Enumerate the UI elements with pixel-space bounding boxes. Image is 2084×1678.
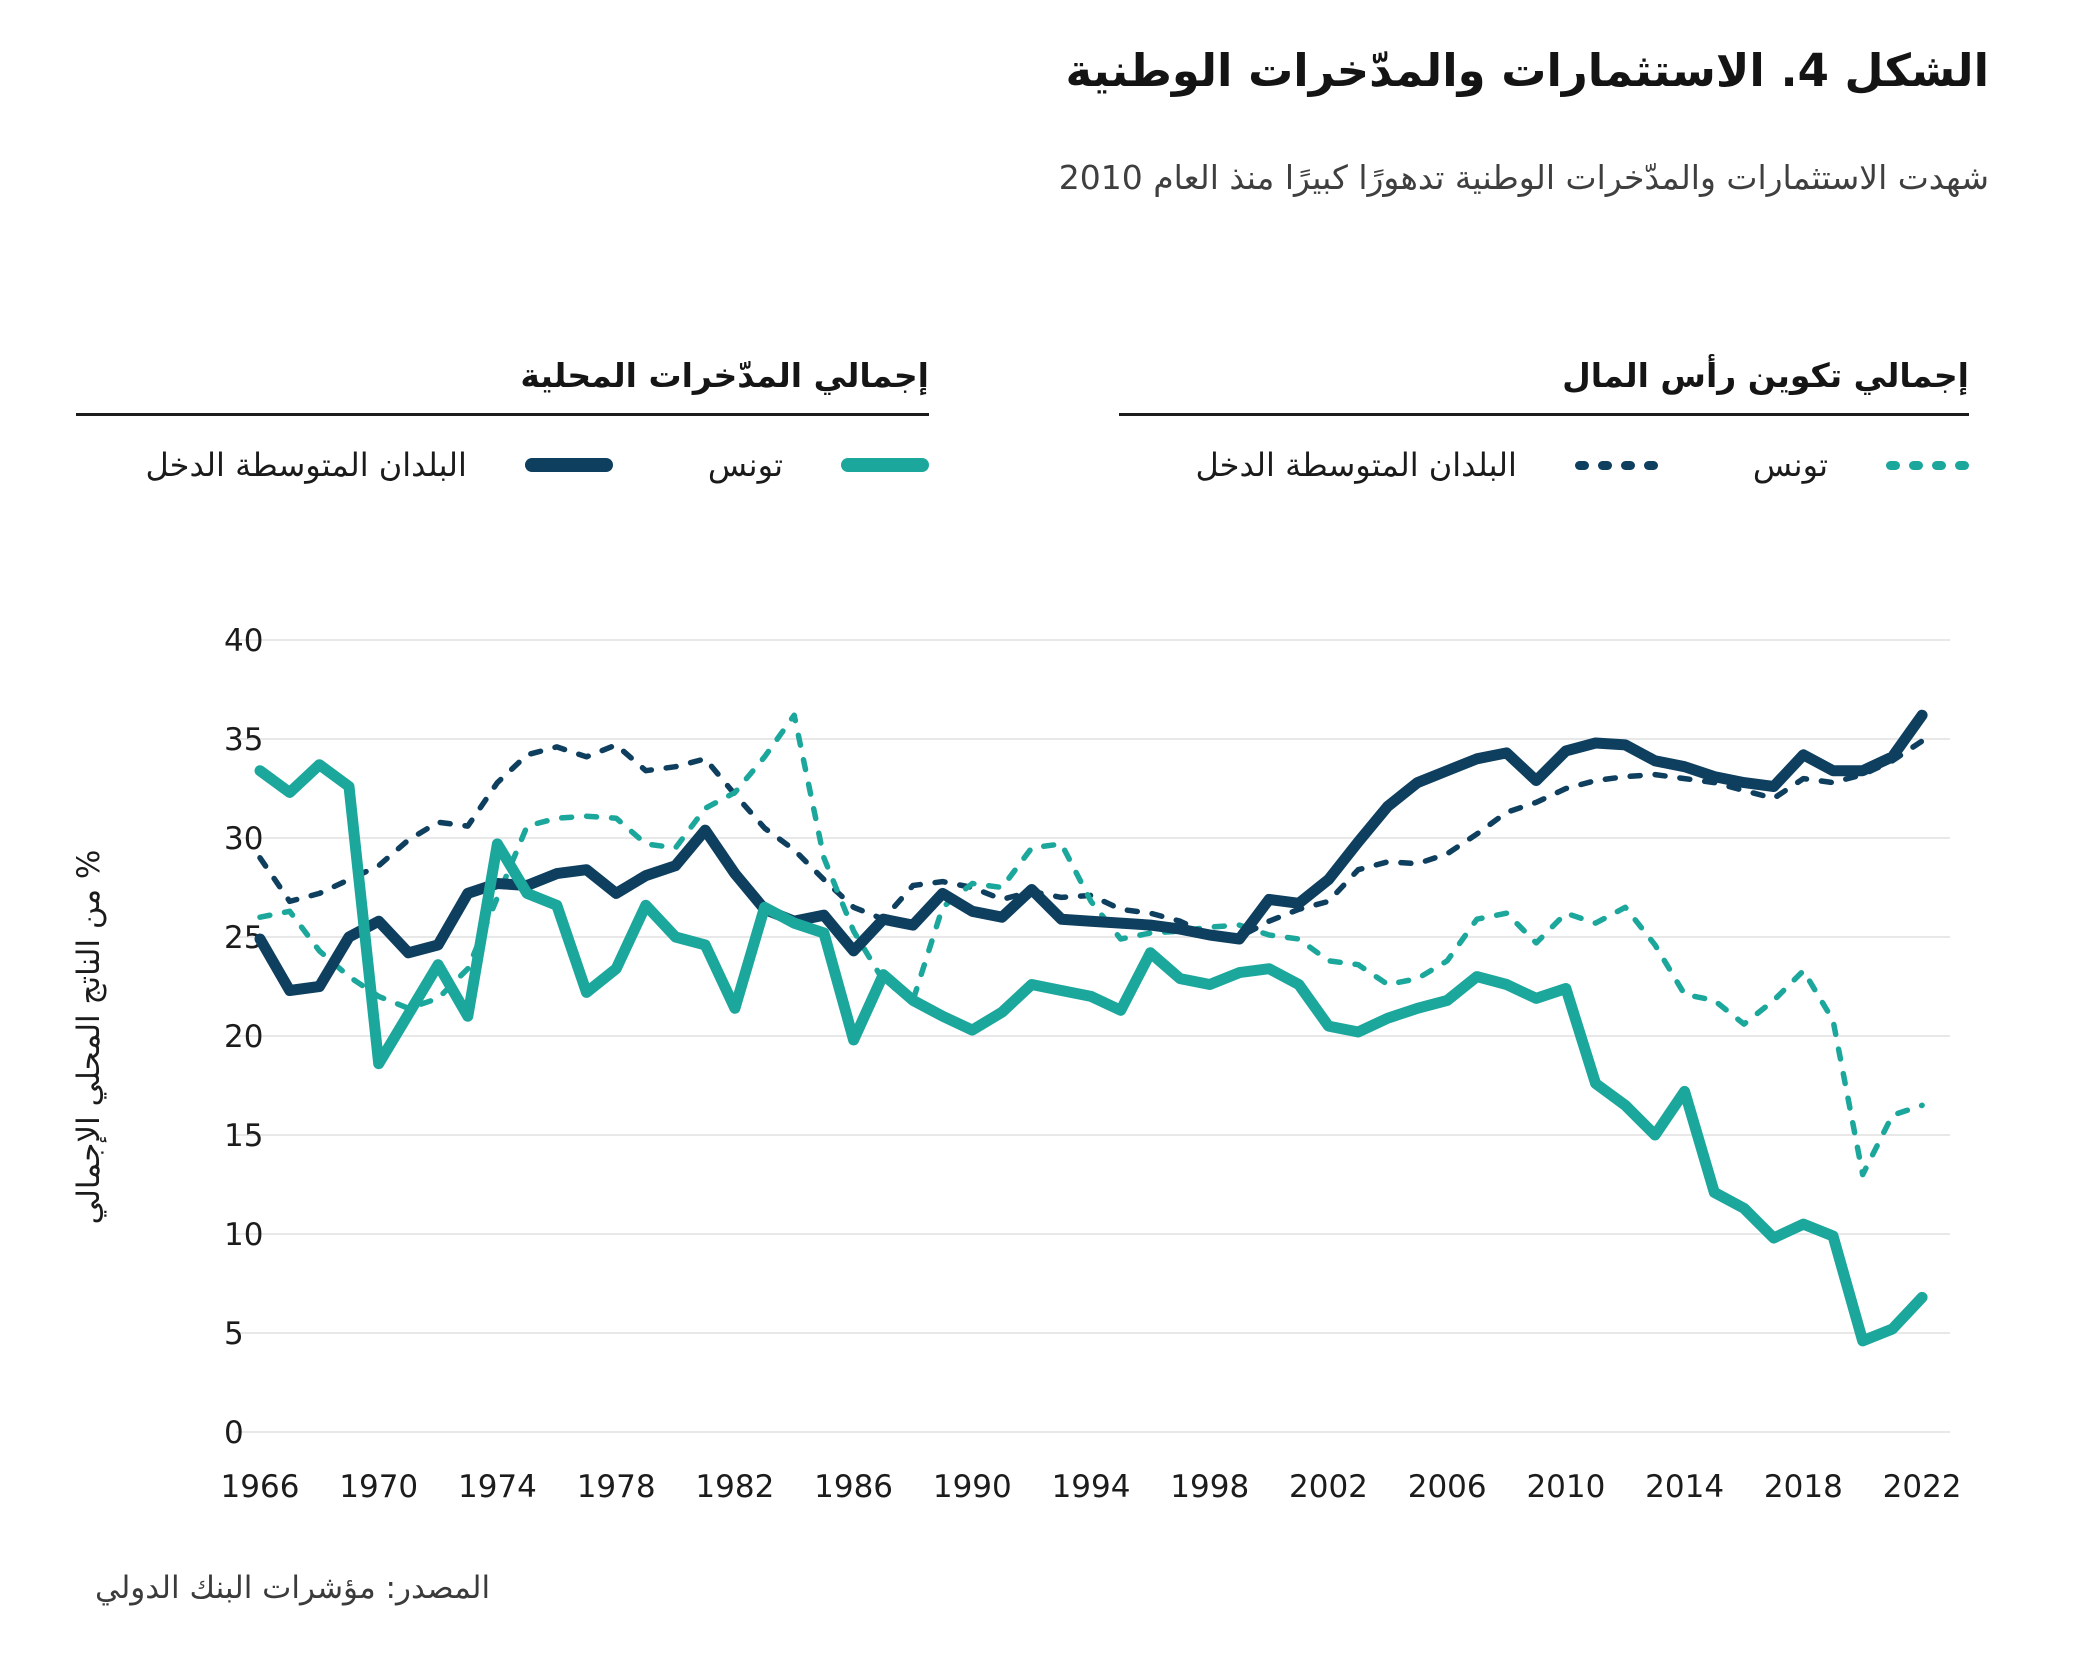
y-tick-label-35: 35: [224, 722, 263, 758]
chart-x-tick-labels: 1966 1970 1974 1978 1982 1986 1990 1994 1998 2002…: [221, 1469, 1962, 1505]
x-tick-label-1974: 1974: [458, 1469, 537, 1505]
y-tick-label-15: 15: [224, 1118, 263, 1154]
legend-item-mic-gcf: البلدان المتوسطة الدخل: [1195, 446, 1658, 484]
legend-group-savings-title: إجمالي المدّخرات المحلية: [76, 356, 929, 416]
page-title: الشكل 4. الاستثمارات والمدّخرات الوطنية: [1065, 44, 1989, 97]
y-tick-label-40: 40: [224, 623, 263, 659]
y-tick-label-20: 20: [224, 1019, 263, 1055]
y-tick-label-5: 5: [224, 1316, 244, 1352]
x-tick-label-2006: 2006: [1408, 1469, 1487, 1505]
chart-series-lines: [254, 709, 1928, 1347]
legend-label-middle-income: البلدان المتوسطة الدخل: [145, 446, 467, 484]
legend-item-mic-savings: البلدان المتوسطة الدخل: [145, 446, 613, 484]
x-tick-label-1970: 1970: [339, 1469, 418, 1505]
page-subtitle: شهدت الاستثمارات والمدّخرات الوطنية تدهو…: [1058, 158, 1989, 197]
x-tick-label-1986: 1986: [814, 1469, 893, 1505]
x-tick-label-2010: 2010: [1526, 1469, 1605, 1505]
x-tick-label-2022: 2022: [1883, 1469, 1962, 1505]
x-tick-label-1966: 1966: [221, 1469, 300, 1505]
x-tick-label-1990: 1990: [933, 1469, 1012, 1505]
x-tick-label-2014: 2014: [1645, 1469, 1724, 1505]
legend-item-tunisia-gcf: تونس: [1753, 446, 1969, 484]
teal-dotted-line-swatch-icon: [1886, 460, 1969, 470]
series-line-mic_savings: [254, 709, 1928, 996]
y-tick-label-0: 0: [224, 1415, 244, 1451]
navy-dotted-line-swatch-icon: [1574, 460, 1658, 470]
chart-gridlines: [236, 639, 1950, 1433]
x-tick-label-1978: 1978: [577, 1469, 656, 1505]
x-tick-label-2018: 2018: [1764, 1469, 1843, 1505]
y-tick-label-10: 10: [224, 1217, 263, 1253]
navy-solid-line-swatch-icon: [524, 458, 613, 472]
legend-items-capital-formation: تونس البلدان المتوسطة الدخل: [1119, 446, 1969, 484]
legend-group-savings: إجمالي المدّخرات المحلية تونس البلدان ال…: [76, 356, 929, 484]
legend-label-middle-income: البلدان المتوسطة الدخل: [1195, 446, 1517, 484]
x-tick-label-1998: 1998: [1170, 1469, 1249, 1505]
series-line-tunisia_capital_formation: [257, 712, 1925, 1178]
x-tick-label-2002: 2002: [1289, 1469, 1368, 1505]
legend-group-capital-formation: إجمالي تكوين رأس المال تونس البلدان المت…: [1119, 356, 1969, 484]
x-tick-label-1982: 1982: [695, 1469, 774, 1505]
y-tick-label-30: 30: [224, 821, 263, 857]
source-note: المصدر: مؤشرات البنك الدولي: [95, 1570, 491, 1606]
x-tick-label-1994: 1994: [1052, 1469, 1131, 1505]
legend-group-capital-formation-title: إجمالي تكوين رأس المال: [1119, 356, 1969, 416]
legend-items-savings: تونس البلدان المتوسطة الدخل: [76, 446, 929, 484]
teal-solid-line-swatch-icon: [841, 458, 929, 472]
series-line-tunisia_savings: [254, 759, 1928, 1347]
legend-item-tunisia-savings: تونس: [708, 446, 929, 484]
legend-label-tunisia: تونس: [707, 446, 783, 484]
legend-label-tunisia: تونس: [1752, 446, 1828, 484]
